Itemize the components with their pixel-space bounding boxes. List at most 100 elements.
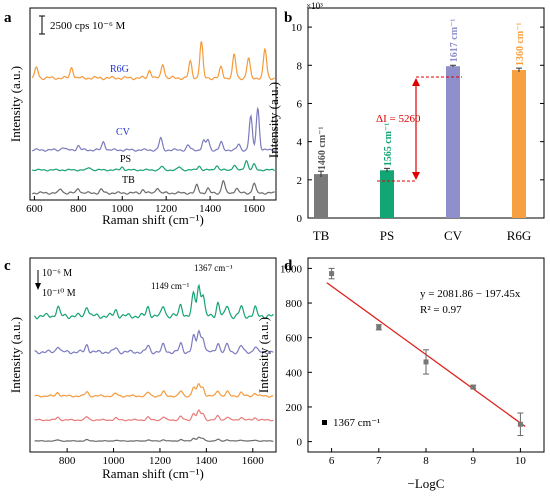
y-tick-label-b-2: 2: [297, 175, 303, 187]
category-label-tb: TB: [313, 228, 330, 243]
x-axis-label-c: Raman shift (cm⁻¹): [102, 466, 204, 481]
x-tick-label-a-1400: 1400: [199, 203, 222, 215]
x-tick-label-d-7: 7: [376, 455, 382, 467]
data-point-d-10: [517, 421, 523, 427]
y-axis-label-d: Intensity (a.u.): [256, 317, 271, 393]
spectrum-r6g: [31, 41, 275, 81]
plot-frame-c: [29, 257, 277, 453]
spectrum-c-5: [34, 283, 274, 320]
delta-annotation: ΔI = 5260: [376, 76, 462, 182]
x-tick-label-c-1200: 1200: [149, 455, 172, 467]
x-tick-label-a-800: 800: [70, 203, 87, 215]
category-label-ps: PS: [380, 228, 394, 243]
legend-label: 1367 cm⁻¹: [333, 417, 380, 429]
scale-bar-label: 2500 cps 10⁻⁶ M: [50, 20, 126, 32]
series-label-cv: CV: [116, 127, 131, 138]
panel-a: a 600 800 1000 1200 1400 1600 2500 cps 10⁻⁶ M…: [4, 7, 277, 227]
x-tick-label-a-600: 600: [26, 203, 43, 215]
spectrum-c-2: [34, 409, 274, 422]
spectrum-tb: [32, 179, 275, 195]
bars-b: TB 1460 cm⁻¹ PS 1565 cm⁻¹ CV 1617 cm⁻¹ R6G 1360…: [313, 19, 532, 243]
series-label-ps: PS: [120, 154, 131, 165]
bar-cv: [446, 66, 460, 219]
exponent-label: ×10³: [306, 1, 323, 11]
bar-label-cv: 1617 cm⁻¹: [449, 19, 460, 63]
bar-ps: [380, 170, 394, 218]
peak-label-1367: 1367 cm⁻¹: [194, 263, 233, 273]
delta-label: ΔI = 5260: [376, 113, 421, 125]
x-axis-label-a: Raman shift (cm⁻¹): [102, 212, 204, 227]
panel-c: c 800 1000 1200 1400 1600 10⁻⁶ M 10⁻¹⁰ M 114…: [4, 257, 277, 481]
spectrum-c-3: [34, 382, 274, 398]
scale-bar: 2500 cps 10⁻⁶ M: [39, 15, 126, 35]
x-tick-label-a-1200: 1200: [155, 203, 178, 215]
spectrum-cv: [32, 106, 275, 152]
fit-equation: y = 2081.86 − 197.45x: [420, 288, 521, 300]
x-tick-label-a-1600: 1600: [243, 203, 266, 215]
y-tick-label-d-200: 200: [286, 402, 303, 414]
spectra-c: [34, 283, 274, 442]
legend-marker: [322, 420, 327, 425]
x-axis-c: 800 1000 1200 1400 1600: [59, 448, 264, 467]
panel-label-c: c: [4, 258, 11, 274]
category-label-r6g: R6G: [507, 228, 532, 243]
bar-label-r6g: 1360 cm⁻¹: [515, 22, 526, 66]
delta-arrowhead-up: [412, 78, 420, 86]
plot-frame-a: [29, 7, 277, 201]
spectrum-c-4: [34, 329, 274, 355]
series-label-r6g: R6G: [110, 64, 129, 75]
panel-b: b ×10³ 0 2 4 6 8 10 TB 1460 cm⁻¹ PS 1565 cm⁻¹ CV 1…: [266, 1, 545, 243]
x-tick-label-a-1000: 1000: [111, 203, 134, 215]
data-points-d: [328, 267, 524, 437]
bar-label-tb: 1460 cm⁻¹: [317, 127, 328, 171]
plot-frame-b: [307, 7, 545, 219]
concentration-low-label: 10⁻¹⁰ M: [42, 288, 76, 299]
spectra-a: [31, 41, 275, 195]
series-label-tb: TB: [122, 175, 135, 186]
panel-label-a: a: [4, 10, 12, 26]
data-point-d-6: [329, 271, 335, 277]
x-tick-label-d-9: 9: [470, 455, 476, 467]
y-tick-label-d-600: 600: [286, 333, 303, 345]
x-tick-label-d-8: 8: [423, 455, 429, 467]
y-tick-label-b-10: 10: [291, 22, 303, 34]
x-tick-label-c-1600: 1600: [242, 455, 265, 467]
bar-tb: [314, 174, 328, 218]
spectrum-ps: [32, 159, 275, 172]
y-axis-label-a: Intensity (a.u.): [8, 66, 23, 142]
data-point-d-9: [470, 384, 476, 390]
concentration-high-label: 10⁻⁶ M: [42, 268, 72, 279]
y-tick-label-b-8: 8: [297, 60, 303, 72]
y-axis-b: 0 2 4 6 8 10: [291, 22, 544, 225]
x-tick-label-d-6: 6: [329, 455, 335, 467]
axes-d: 6 7 8 9 10 0 200 400 600 800 1000: [280, 263, 526, 467]
x-tick-label-c-800: 800: [59, 455, 76, 467]
panel-label-b: b: [284, 10, 292, 26]
panel-label-d: d: [284, 258, 293, 274]
x-axis-a: 600 800 1000 1200 1400 1600: [26, 196, 266, 215]
y-tick-label-d-1000: 1000: [280, 263, 303, 275]
data-point-d-7: [376, 324, 382, 330]
peak-label-1149: 1149 cm⁻¹: [151, 281, 190, 291]
concentration-arrowhead: [35, 283, 41, 290]
delta-arrowhead-down: [412, 172, 420, 180]
panel-d: d 6 7 8 9 10 0 200 400 600 800 1000 y = 2081.86 − …: [256, 257, 545, 491]
y-tick-label-b-0: 0: [297, 213, 303, 225]
bar-r6g: [512, 70, 526, 218]
spectrum-c-1: [34, 436, 274, 442]
y-tick-label-d-400: 400: [286, 367, 303, 379]
y-axis-label-b: Intensity (a.u.): [266, 82, 281, 158]
y-tick-label-b-6: 6: [297, 98, 303, 110]
y-tick-label-d-0: 0: [297, 437, 303, 449]
x-tick-label-c-1000: 1000: [103, 455, 126, 467]
fit-r2: R² = 0.97: [420, 304, 462, 316]
data-point-d-8: [423, 359, 429, 365]
category-label-cv: CV: [444, 228, 463, 243]
y-tick-label-b-4: 4: [297, 137, 303, 149]
x-tick-label-d-10: 10: [515, 455, 527, 467]
y-tick-label-d-800: 800: [286, 298, 303, 310]
x-tick-label-c-1400: 1400: [195, 455, 218, 467]
x-axis-label-d: −LogC: [408, 476, 445, 491]
bar-label-ps: 1565 cm⁻¹: [383, 123, 394, 167]
